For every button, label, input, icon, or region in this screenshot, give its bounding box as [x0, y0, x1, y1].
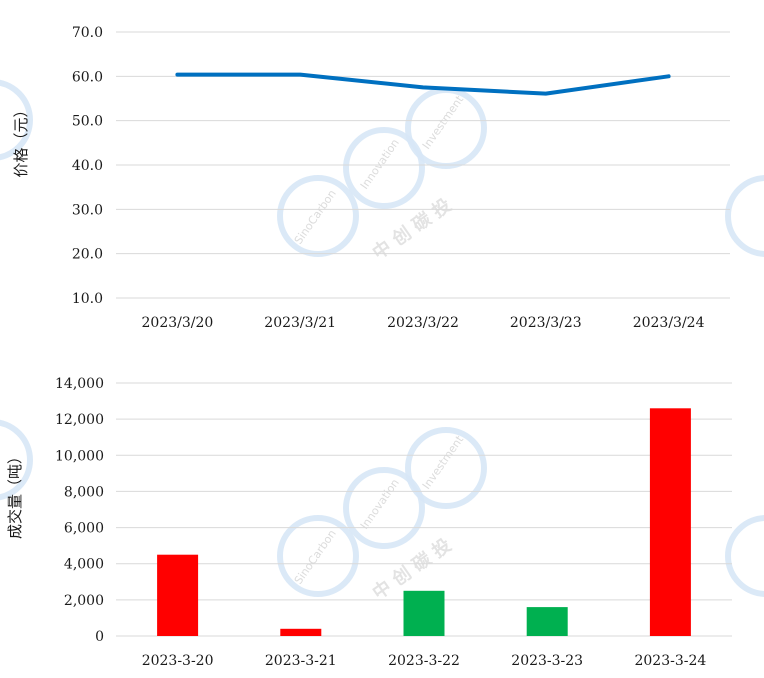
svg-text:SinoCarbon: SinoCarbon — [292, 187, 339, 246]
volume-bar-chart: 02,0004,0006,0008,00010,00012,00014,000 … — [6, 376, 732, 669]
volume-x-tick-label: 2023-3-22 — [388, 653, 460, 669]
price-line-chart: 10.020.030.040.050.060.070.0 2023/3/20 20… — [12, 25, 730, 331]
volume-bar — [157, 554, 199, 636]
volume-y-tick-label: 2,000 — [64, 593, 104, 609]
svg-text:SinoCarbon: SinoCarbon — [292, 527, 339, 586]
price-y-tick-label: 40.0 — [72, 158, 103, 174]
price-grid — [116, 31, 730, 299]
watermark-logo: SinoCarbon Innovation Investment 中 创 碳 投… — [0, 79, 764, 604]
volume-y-tick-label: 8,000 — [64, 484, 104, 500]
svg-text:Investment: Investment — [420, 93, 467, 152]
price-series-line — [175, 72, 671, 96]
volume-y-ticks: 0 2,000 4,000 6,000 8,000 10,000 12,000 14,000 — [55, 376, 104, 645]
volume-bar — [280, 628, 322, 636]
volume-bar — [526, 607, 568, 636]
price-y-tick-label: 10.0 — [72, 291, 103, 307]
volume-y-tick-label: 0 — [95, 629, 104, 645]
volume-x-tick-label: 2023-3-20 — [142, 653, 214, 669]
price-x-ticks: 2023/3/20 2023/3/21 2023/3/22 2023/3/23 2023… — [142, 315, 705, 331]
price-x-tick-label: 2023/3/24 — [633, 315, 705, 331]
svg-text:Innovation: Innovation — [358, 137, 402, 192]
price-y-tick-label: 50.0 — [72, 114, 103, 130]
price-y-tick-label: 20.0 — [72, 247, 103, 263]
volume-y-tick-label: 14,000 — [55, 376, 104, 392]
price-y-tick-label: 70.0 — [72, 25, 103, 41]
price-x-tick-label: 2023/3/22 — [387, 315, 459, 331]
price-y-tick-label: 30.0 — [72, 202, 103, 218]
volume-bars — [157, 408, 691, 636]
svg-text:Investment: Investment — [420, 433, 467, 492]
volume-y-tick-label: 6,000 — [64, 521, 104, 537]
volume-x-tick-label: 2023-3-23 — [511, 653, 583, 669]
price-x-tick-label: 2023/3/21 — [264, 315, 336, 331]
price-y-tick-label: 60.0 — [72, 69, 103, 85]
volume-y-tick-label: 12,000 — [55, 412, 104, 428]
price-y-axis-title: 价格（元） — [12, 102, 30, 177]
price-x-tick-label: 2023/3/20 — [142, 315, 214, 331]
volume-bar — [403, 590, 445, 636]
volume-x-tick-label: 2023-3-21 — [265, 653, 337, 669]
volume-bar — [649, 408, 691, 636]
volume-y-tick-label: 4,000 — [64, 557, 104, 573]
price-x-tick-label: 2023/3/23 — [510, 315, 582, 331]
volume-y-tick-label: 10,000 — [55, 448, 104, 464]
volume-x-ticks: 2023-3-20 2023-3-21 2023-3-22 2023-3-23 2023… — [142, 653, 707, 669]
volume-x-tick-label: 2023-3-24 — [634, 653, 706, 669]
price-y-ticks: 10.0 20.0 30.0 40.0 50.0 60.0 70.0 — [72, 25, 103, 307]
volume-y-axis-title: 成交量（吨） — [6, 449, 24, 539]
svg-text:Innovation: Innovation — [358, 477, 402, 532]
